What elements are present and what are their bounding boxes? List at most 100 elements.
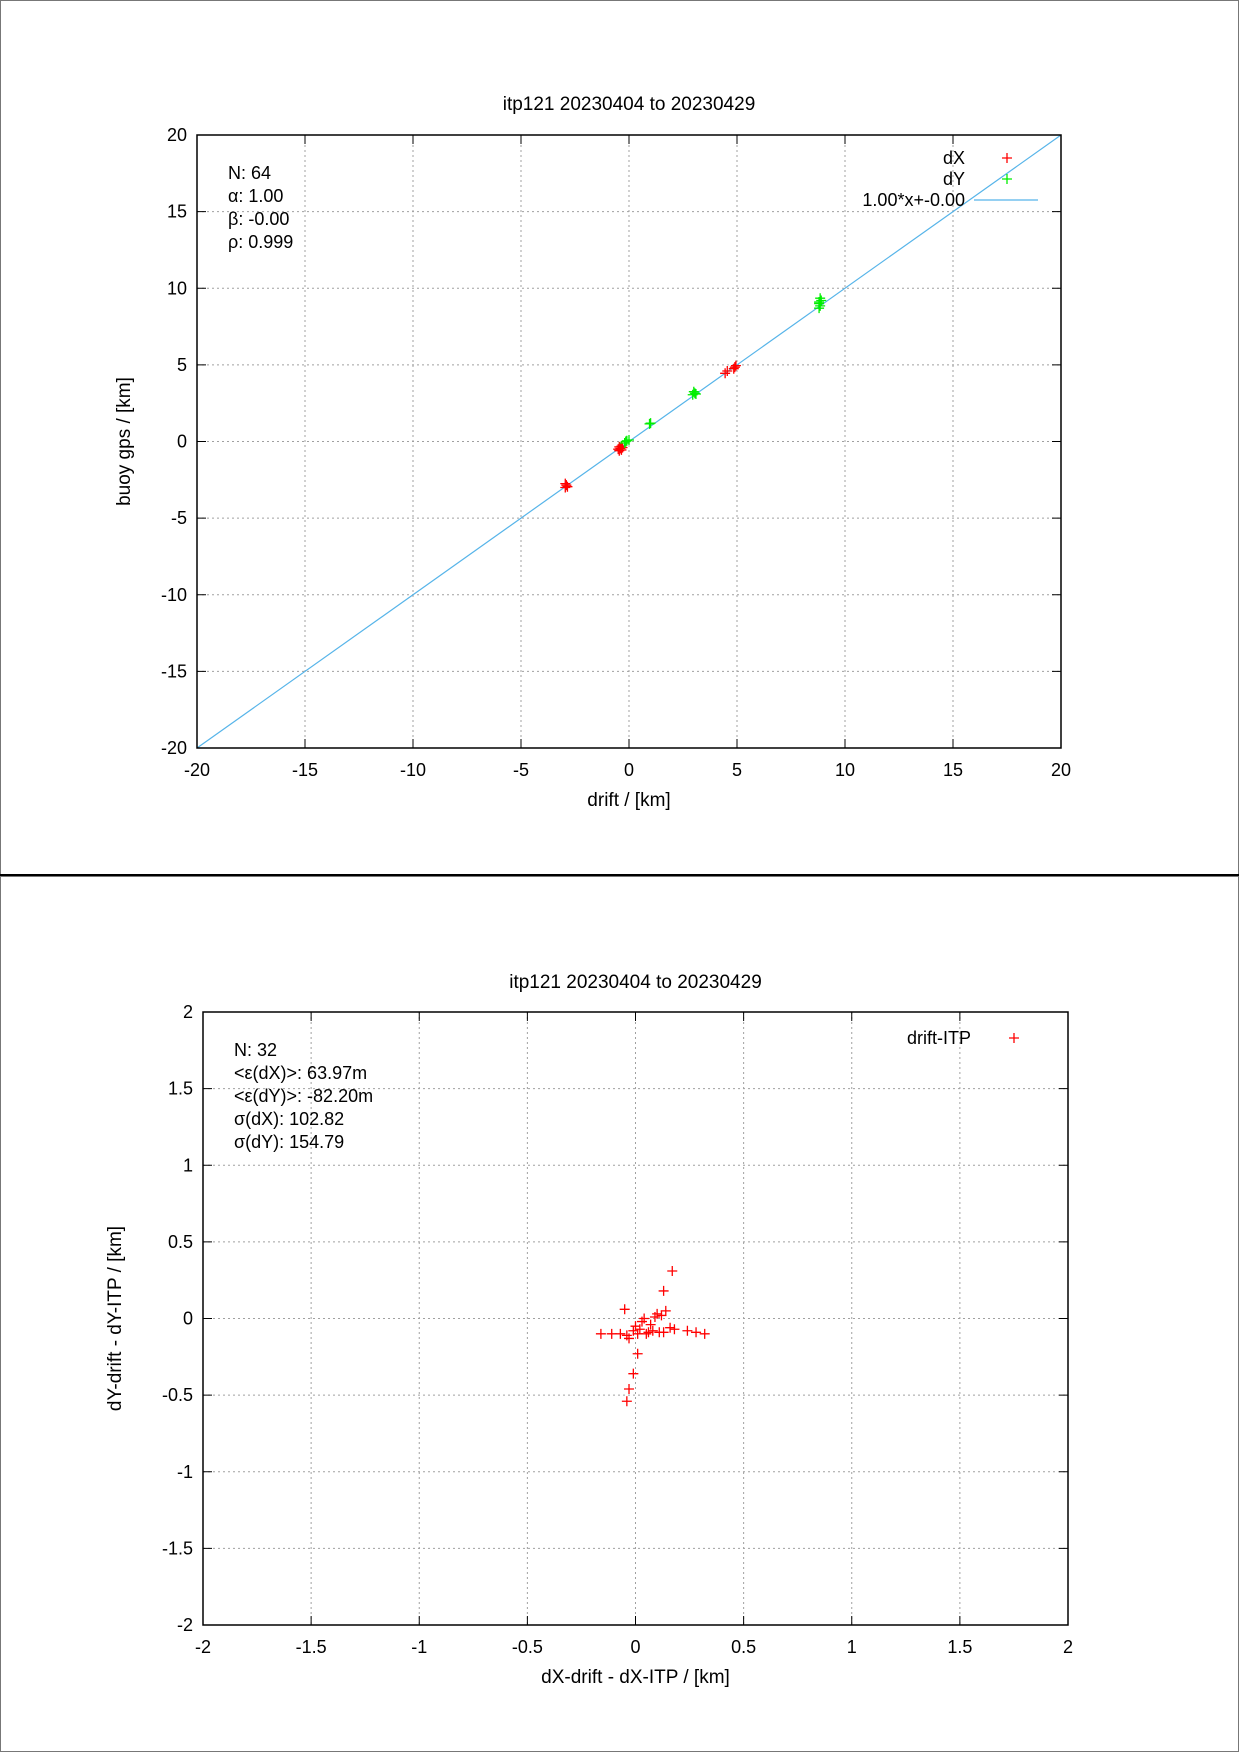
legend-label: 1.00*x+-0.00 <box>862 190 965 210</box>
x-tick-label: 20 <box>1051 760 1071 780</box>
data-point-dx <box>562 481 573 492</box>
data-point-drift-itp <box>669 1324 680 1335</box>
x-tick-label: 0.5 <box>731 1637 756 1657</box>
data-point-drift-itp <box>634 1324 645 1335</box>
data-point-drift-itp <box>639 1313 650 1324</box>
x-tick-label: -5 <box>513 760 529 780</box>
data-point-drift-itp <box>624 1383 635 1394</box>
x-tick-label: 5 <box>732 760 742 780</box>
data-point-drift-itp <box>619 1304 630 1315</box>
data-point-dy <box>645 418 656 429</box>
y-tick-label: -15 <box>161 661 187 681</box>
y-tick-label: -0.5 <box>162 1385 193 1405</box>
y-tick-label: 0 <box>183 1309 193 1329</box>
x-tick-label: 2 <box>1063 1637 1073 1657</box>
data-point-dy <box>644 418 655 429</box>
data-point-drift-itp <box>691 1327 702 1338</box>
x-tick-label: 10 <box>835 760 855 780</box>
data-point-dx <box>729 362 740 373</box>
data-point-drift-itp <box>660 1305 671 1316</box>
legend-marker-symbol <box>1002 174 1012 184</box>
data-point-dx <box>728 363 739 374</box>
data-point-drift-itp <box>665 1322 676 1333</box>
data-point-drift-itp <box>645 1319 656 1330</box>
data-point-drift-itp <box>652 1308 663 1319</box>
data-point-dy <box>690 388 701 399</box>
x-tick-label: -1.5 <box>296 1637 327 1657</box>
legend-marker-symbol <box>1009 1033 1019 1043</box>
y-tick-label: -20 <box>161 738 187 758</box>
data-point-drift-itp <box>643 1327 654 1338</box>
x-tick-label: -0.5 <box>512 1637 543 1657</box>
data-point-drift-itp <box>647 1325 658 1336</box>
legend-marker-symbol <box>1002 153 1012 163</box>
data-point-dy <box>688 386 699 397</box>
x-tick-label: -1 <box>411 1637 427 1657</box>
data-point-drift-itp <box>621 1396 632 1407</box>
x-tick-label: 1.5 <box>947 1637 972 1657</box>
data-point-drift-itp <box>606 1328 617 1339</box>
data-point-dy <box>816 295 827 306</box>
y-tick-label: 10 <box>167 278 187 298</box>
x-tick-label: -20 <box>184 760 210 780</box>
panel-frame-bottom <box>0 876 1239 1752</box>
stats-line: α: 1.00 <box>228 186 283 206</box>
stats-line: <ε(dX)>: 63.97m <box>234 1063 367 1083</box>
data-point-dy <box>620 436 631 447</box>
stats-line: <ε(dY)>: -82.20m <box>234 1086 373 1106</box>
y-tick-label: 0.5 <box>168 1232 193 1252</box>
data-point-drift-itp <box>624 1333 635 1344</box>
x-tick-label: 0 <box>630 1637 640 1657</box>
x-tick-label: 15 <box>943 760 963 780</box>
data-point-dx <box>615 443 626 454</box>
chart-title: itp121 20230404 to 20230429 <box>509 972 762 993</box>
stats-line: N: 64 <box>228 163 271 183</box>
stats-line: N: 32 <box>234 1040 277 1060</box>
data-point-dy <box>621 435 632 446</box>
x-axis-label: drift / [km] <box>587 790 670 811</box>
plot-frame <box>202 1011 1069 1626</box>
stats-line: σ(dX): 102.82 <box>234 1109 344 1129</box>
data-point-dx <box>720 368 731 379</box>
y-tick-label: -2 <box>177 1615 193 1635</box>
legend-label: drift-ITP <box>907 1028 971 1048</box>
stats-line: σ(dY): 154.79 <box>234 1132 344 1152</box>
y-tick-label: 15 <box>167 202 187 222</box>
y-tick-label: 2 <box>183 1002 193 1022</box>
data-point-drift-itp <box>615 1328 626 1339</box>
stats-line: β: -0.00 <box>228 209 289 229</box>
x-tick-label: -10 <box>400 760 426 780</box>
y-tick-label: -1 <box>177 1462 193 1482</box>
data-point-dy <box>689 388 700 399</box>
y-tick-label: 0 <box>177 432 187 452</box>
x-axis-label: dX-drift - dX-ITP / [km] <box>541 1667 730 1688</box>
x-tick-label: 0 <box>624 760 634 780</box>
y-tick-label: 1.5 <box>168 1079 193 1099</box>
x-tick-label: -2 <box>195 1637 211 1657</box>
y-tick-label: 20 <box>167 125 187 145</box>
stats-line: ρ: 0.999 <box>228 232 293 252</box>
x-tick-label: -15 <box>292 760 318 780</box>
panel-frame-top <box>0 0 1239 876</box>
y-tick-label: -5 <box>171 508 187 528</box>
legend-label: dX <box>943 148 965 168</box>
data-point-dx <box>560 482 571 493</box>
data-point-dx <box>561 480 572 491</box>
data-point-drift-itp <box>641 1328 652 1339</box>
y-tick-label: 5 <box>177 355 187 375</box>
data-point-drift-itp <box>632 1328 643 1339</box>
data-point-drift-itp <box>632 1348 643 1359</box>
y-tick-label: -1.5 <box>162 1538 193 1558</box>
y-tick-label: 1 <box>183 1155 193 1175</box>
y-axis-label: dY-drift - dY-ITP / [km] <box>105 1226 126 1411</box>
data-point-drift-itp <box>682 1325 693 1336</box>
data-point-drift-itp <box>595 1328 606 1339</box>
chart-title: itp121 20230404 to 20230429 <box>503 94 756 115</box>
data-point-drift-itp <box>667 1265 678 1276</box>
data-point-drift-itp <box>699 1328 710 1339</box>
y-tick-label: -10 <box>161 585 187 605</box>
x-tick-label: 1 <box>847 1637 857 1657</box>
data-point-drift-itp <box>658 1327 669 1338</box>
